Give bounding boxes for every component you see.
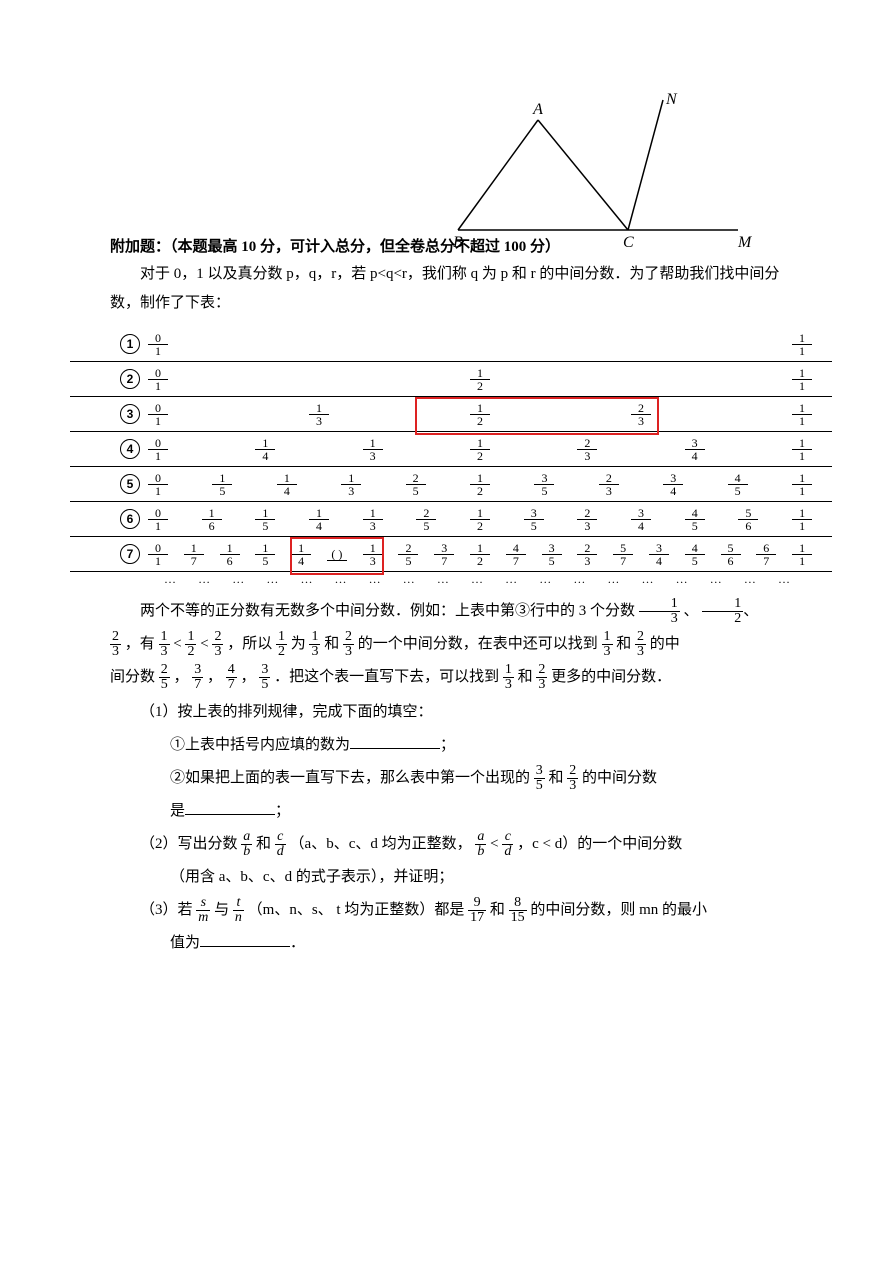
fraction-cell: 12 [470,402,490,427]
fraction-cell: 45 [685,542,705,567]
fraction-cell: 14 [309,507,329,532]
fraction-cell: 01 [148,542,168,567]
fraction-cell: 15 [212,472,232,497]
fraction-cell: 34 [685,437,705,462]
exam-page: { "triangle":{"labels":{"A":"A","B":"B",… [0,0,892,1262]
row-number: 3 [120,404,140,424]
fraction-cell: 12 [470,542,490,567]
ellipsis-row: ………………………………………………… [70,572,832,587]
question-1-2: ②如果把上面的表一直写下去，那么表中第一个出现的 35 和 23 的中间分数 是… [170,762,792,828]
fraction-cell: 11 [792,507,812,532]
fraction-cell: 35 [534,472,554,497]
fraction-cell: 11 [792,472,812,497]
fraction-cell: 23 [599,472,619,497]
svg-text:B: B [453,234,463,250]
table-row: 4 01 14 13 12 23 34 11 [70,432,832,467]
fraction-table: 1011120112113011312231140114131223341150… [70,327,832,587]
fraction-cell: 13 [309,402,329,427]
fraction-cell: 35 [524,507,544,532]
fraction-cell: 23 [631,402,651,427]
explain-1: 两个不等的正分数有无数多个中间分数．例如：上表中第③行中的 3 个分数 13 、… [110,597,792,626]
fraction-cell: 56 [721,542,741,567]
fraction-cell: 01 [148,367,168,392]
fraction-cell: 13 [363,437,383,462]
fraction-cell: 25 [406,472,426,497]
fraction-cell: 34 [631,507,651,532]
fraction-cell: 23 [577,437,597,462]
row-number: 6 [120,509,140,529]
svg-text:M: M [737,234,753,250]
fraction-cell: 01 [148,402,168,427]
fraction-cell: 11 [792,367,812,392]
fraction-cell: 01 [148,332,168,357]
blank-2[interactable] [185,798,275,816]
fraction-cell: 37 [434,542,454,567]
row-number: 5 [120,474,140,494]
fraction-cell: 16 [202,507,222,532]
fraction-cell: 34 [663,472,683,497]
fraction-cell: 45 [728,472,748,497]
svg-text:A: A [532,101,543,118]
table-row: 5 01 15 14 13 25 12 35 23 34 45 11 [70,467,832,502]
fraction-cell: 13 [363,542,383,567]
fraction-cell: 11 [792,437,812,462]
explain-2: 23 ，有 13 < 12 < 23 ，所以 12 为 13 和 23 的一个中… [110,630,792,659]
fraction-cell: 56 [738,507,758,532]
fraction-cell: 34 [649,542,669,567]
fraction-cell: 01 [148,437,168,462]
row-number: 7 [120,544,140,564]
fraction-cell: 25 [416,507,436,532]
fraction-cell: 01 [148,472,168,497]
table-row: 1 01 11 [70,327,832,362]
fraction-cell: 16 [220,542,240,567]
fraction-cell: 15 [255,507,275,532]
svg-text:N: N [665,91,678,108]
table-row: 6 01 16 15 14 13 25 12 35 23 34 45 56 11 [70,502,832,537]
row-number: 1 [120,334,140,354]
fraction-cell: 14 [277,472,297,497]
fraction-cell: 12 [470,472,490,497]
fraction-cell: 17 [184,542,204,567]
fraction-cell: 01 [148,507,168,532]
fraction-cell: 14 [291,542,311,567]
fraction-cell: 35 [542,542,562,567]
fraction-cell: 12 [470,437,490,462]
fraction-cell: 15 [255,542,275,567]
fraction-cell: 57 [613,542,633,567]
fraction-cell: 14 [255,437,275,462]
triangle-diagram: A B C M N [438,90,758,250]
explain-3: 间分数 25 ， 37 ， 47 ， 35 ．把这个表一直写下去，可以找到 13… [110,663,792,692]
content-area: A B C M N 附加题：（本题最高 10 分，可计入总分，但全卷总分不超过 … [0,0,892,960]
fraction-cell: ( ) [327,548,347,561]
row-number: 4 [120,439,140,459]
question-2: （2）写出分数 ab 和 cd （a、b、c、d 均为正整数， ab < cd … [140,828,792,894]
blank-3[interactable] [200,930,290,948]
question-1: （1）按上表的排列规律，完成下面的填空： [140,696,792,729]
table-row: 3 01 13 12 23 11 [70,397,832,432]
fraction-cell: 11 [792,332,812,357]
fraction-cell: 12 [470,367,490,392]
fraction-cell: 45 [685,507,705,532]
table-row: 2 01 12 11 [70,362,832,397]
fraction-cell: 12 [470,507,490,532]
fraction-cell: 13 [363,507,383,532]
table-row: 7 01 17 16 15 14 ( ) 13 25 37 12 47 35 23 57 34 45 56 67 11 [70,537,832,572]
fraction-cell: 67 [756,542,776,567]
question-1-1: ①上表中括号内应填的数为； [170,729,792,762]
blank-1[interactable] [350,732,440,750]
fraction-cell: 11 [792,542,812,567]
fraction-cell: 47 [506,542,526,567]
fraction-cell: 25 [398,542,418,567]
row-number: 2 [120,369,140,389]
intro-paragraph: 对于 0，1 以及真分数 p，q，r，若 p<q<r，我们称 q 为 p 和 r… [110,260,792,317]
svg-text:C: C [623,234,634,250]
fraction-cell: 13 [341,472,361,497]
question-3: （3）若 sm 与 tn （m、n、s、 t 均为正整数）都是 917 和 81… [140,894,792,960]
fraction-cell: 23 [577,542,597,567]
fraction-cell: 23 [577,507,597,532]
fraction-cell: 11 [792,402,812,427]
